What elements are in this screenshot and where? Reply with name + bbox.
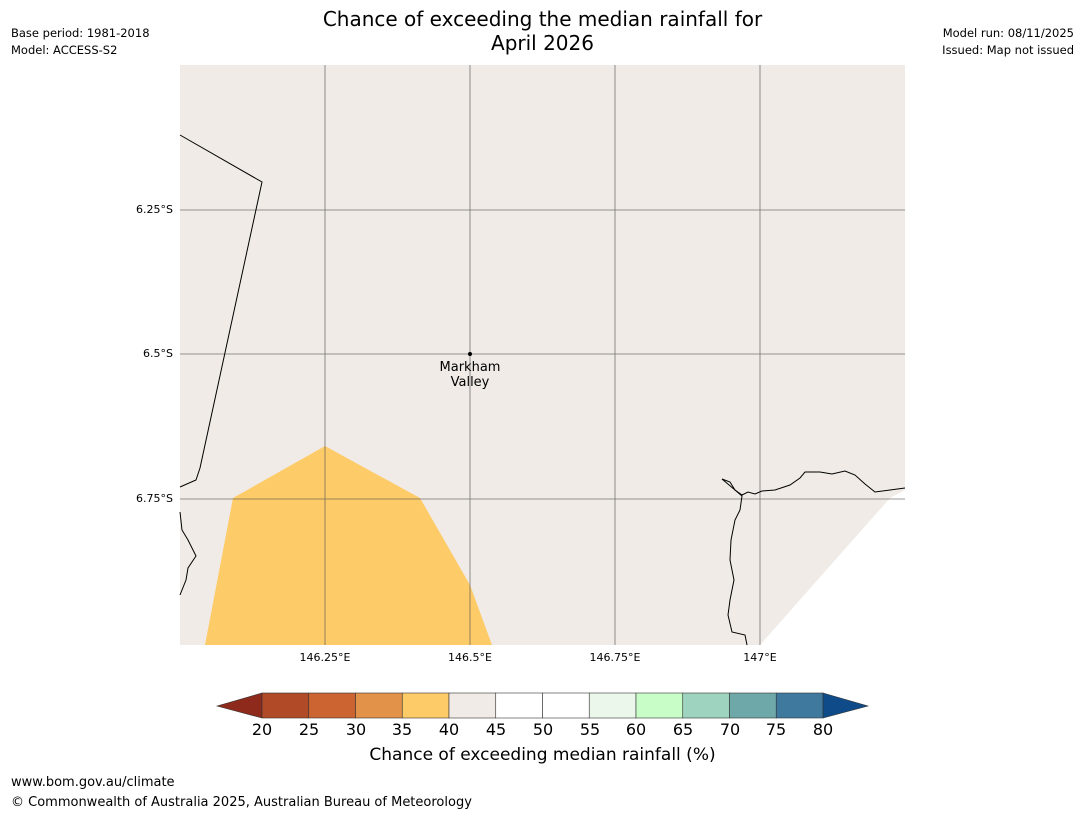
colorbar-swatch [775, 692, 824, 719]
lon-label-146-75: 146.75°E [589, 651, 641, 664]
base-period: Base period: 1981-2018 [11, 26, 150, 40]
colorbar-under-arrow [215, 692, 263, 719]
colorbar-label: Chance of exceeding median rainfall (%) [369, 745, 716, 765]
colorbar-tick: 35 [391, 720, 413, 739]
colorbar-swatch [635, 692, 684, 719]
colorbar-tick: 65 [672, 720, 694, 739]
coastline-river [721, 478, 748, 646]
colorbar-swatch [261, 692, 310, 719]
lat-label-6-5: 6.5°S [143, 347, 173, 360]
map-metadata-left: Base period: 1981-2018 Model: ACCESS-S2 [11, 25, 150, 59]
colorbar-tick: 30 [345, 720, 367, 739]
footer-url[interactable]: www.bom.gov.au/climate [11, 775, 175, 790]
colorbar-swatch [448, 692, 497, 719]
model-run: Model run: 08/11/2025 [942, 26, 1074, 40]
colorbar-tick: 20 [251, 720, 273, 739]
lon-label-147: 147°E [743, 651, 777, 664]
colorbar-swatch [355, 692, 403, 719]
coastlines [179, 134, 906, 646]
colorbar-tick: 40 [438, 720, 460, 739]
colorbar-tick: 45 [485, 720, 507, 739]
colorbar-tick: 80 [812, 720, 834, 739]
colorbar-tick: 60 [625, 720, 647, 739]
colorbar-over-arrow [822, 692, 870, 719]
footer-copyright: © Commonwealth of Australia 2025, Austra… [11, 795, 472, 810]
colorbar-swatch [682, 692, 730, 719]
coastline-west [179, 511, 197, 596]
place-name-line1: Markham [439, 360, 501, 375]
model-name: Model: ACCESS-S2 [11, 43, 118, 57]
colorbar-swatch [401, 692, 450, 719]
coastline-east [721, 470, 906, 496]
map-title-line2: April 2026 [491, 31, 594, 55]
place-marker [468, 352, 472, 356]
colorbar-tick: 70 [719, 720, 741, 739]
colorbar-swatch [495, 692, 543, 719]
colorbar-tick: 25 [298, 720, 320, 739]
colorbar-swatch [729, 692, 777, 719]
border-line [179, 134, 263, 488]
colorbar-tick: 50 [532, 720, 554, 739]
sea-area [760, 490, 905, 645]
colorbar-swatch [308, 692, 356, 719]
issued-status: Issued: Map not issued [942, 43, 1074, 57]
colorbar-tick: 75 [765, 720, 787, 739]
probability-band-35-40 [205, 446, 492, 645]
colorbar-swatches [261, 692, 824, 719]
colorbar-tick: 55 [579, 720, 601, 739]
colorbar-swatch [588, 692, 637, 719]
map-metadata-right: Model run: 08/11/2025 Issued: Map not is… [942, 25, 1074, 59]
graticule [180, 65, 905, 645]
lat-label-6-25: 6.25°S [136, 203, 173, 216]
map-title: Chance of exceeding the median rainfall … [0, 7, 1085, 55]
lon-label-146-25: 146.25°E [299, 651, 351, 664]
colorbar-swatch [542, 692, 590, 719]
place-name-line2: Valley [450, 375, 490, 390]
map-title-line1: Chance of exceeding the median rainfall … [322, 7, 763, 31]
lat-label-6-75: 6.75°S [136, 492, 173, 505]
place-label: Markham Valley [420, 360, 520, 390]
colorbar [215, 692, 870, 719]
lon-label-146-5: 146.5°E [448, 651, 492, 664]
